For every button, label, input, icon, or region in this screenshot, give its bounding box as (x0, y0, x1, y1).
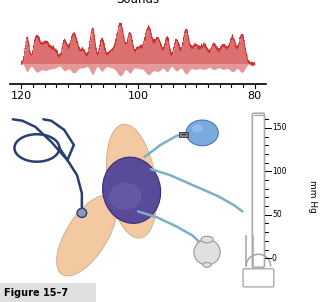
Ellipse shape (106, 124, 157, 238)
Text: 80: 80 (248, 91, 262, 101)
Text: 100: 100 (272, 167, 286, 176)
Text: 120: 120 (11, 91, 32, 101)
Title: Sounds: Sounds (117, 0, 160, 6)
FancyBboxPatch shape (243, 269, 274, 287)
Ellipse shape (186, 120, 218, 146)
FancyBboxPatch shape (179, 132, 188, 137)
Text: 150: 150 (272, 124, 286, 133)
Circle shape (77, 208, 87, 217)
Ellipse shape (194, 239, 220, 265)
Text: 50: 50 (272, 210, 282, 219)
Text: 0: 0 (272, 254, 277, 263)
Ellipse shape (56, 195, 117, 276)
Text: mm Hg: mm Hg (308, 180, 317, 213)
FancyBboxPatch shape (252, 113, 265, 267)
Ellipse shape (203, 262, 211, 267)
Ellipse shape (103, 157, 160, 223)
FancyBboxPatch shape (0, 283, 96, 302)
Ellipse shape (201, 236, 213, 243)
Ellipse shape (109, 183, 141, 210)
Ellipse shape (192, 125, 203, 132)
Text: 100: 100 (127, 91, 149, 101)
Text: Figure 15–7: Figure 15–7 (4, 288, 68, 298)
